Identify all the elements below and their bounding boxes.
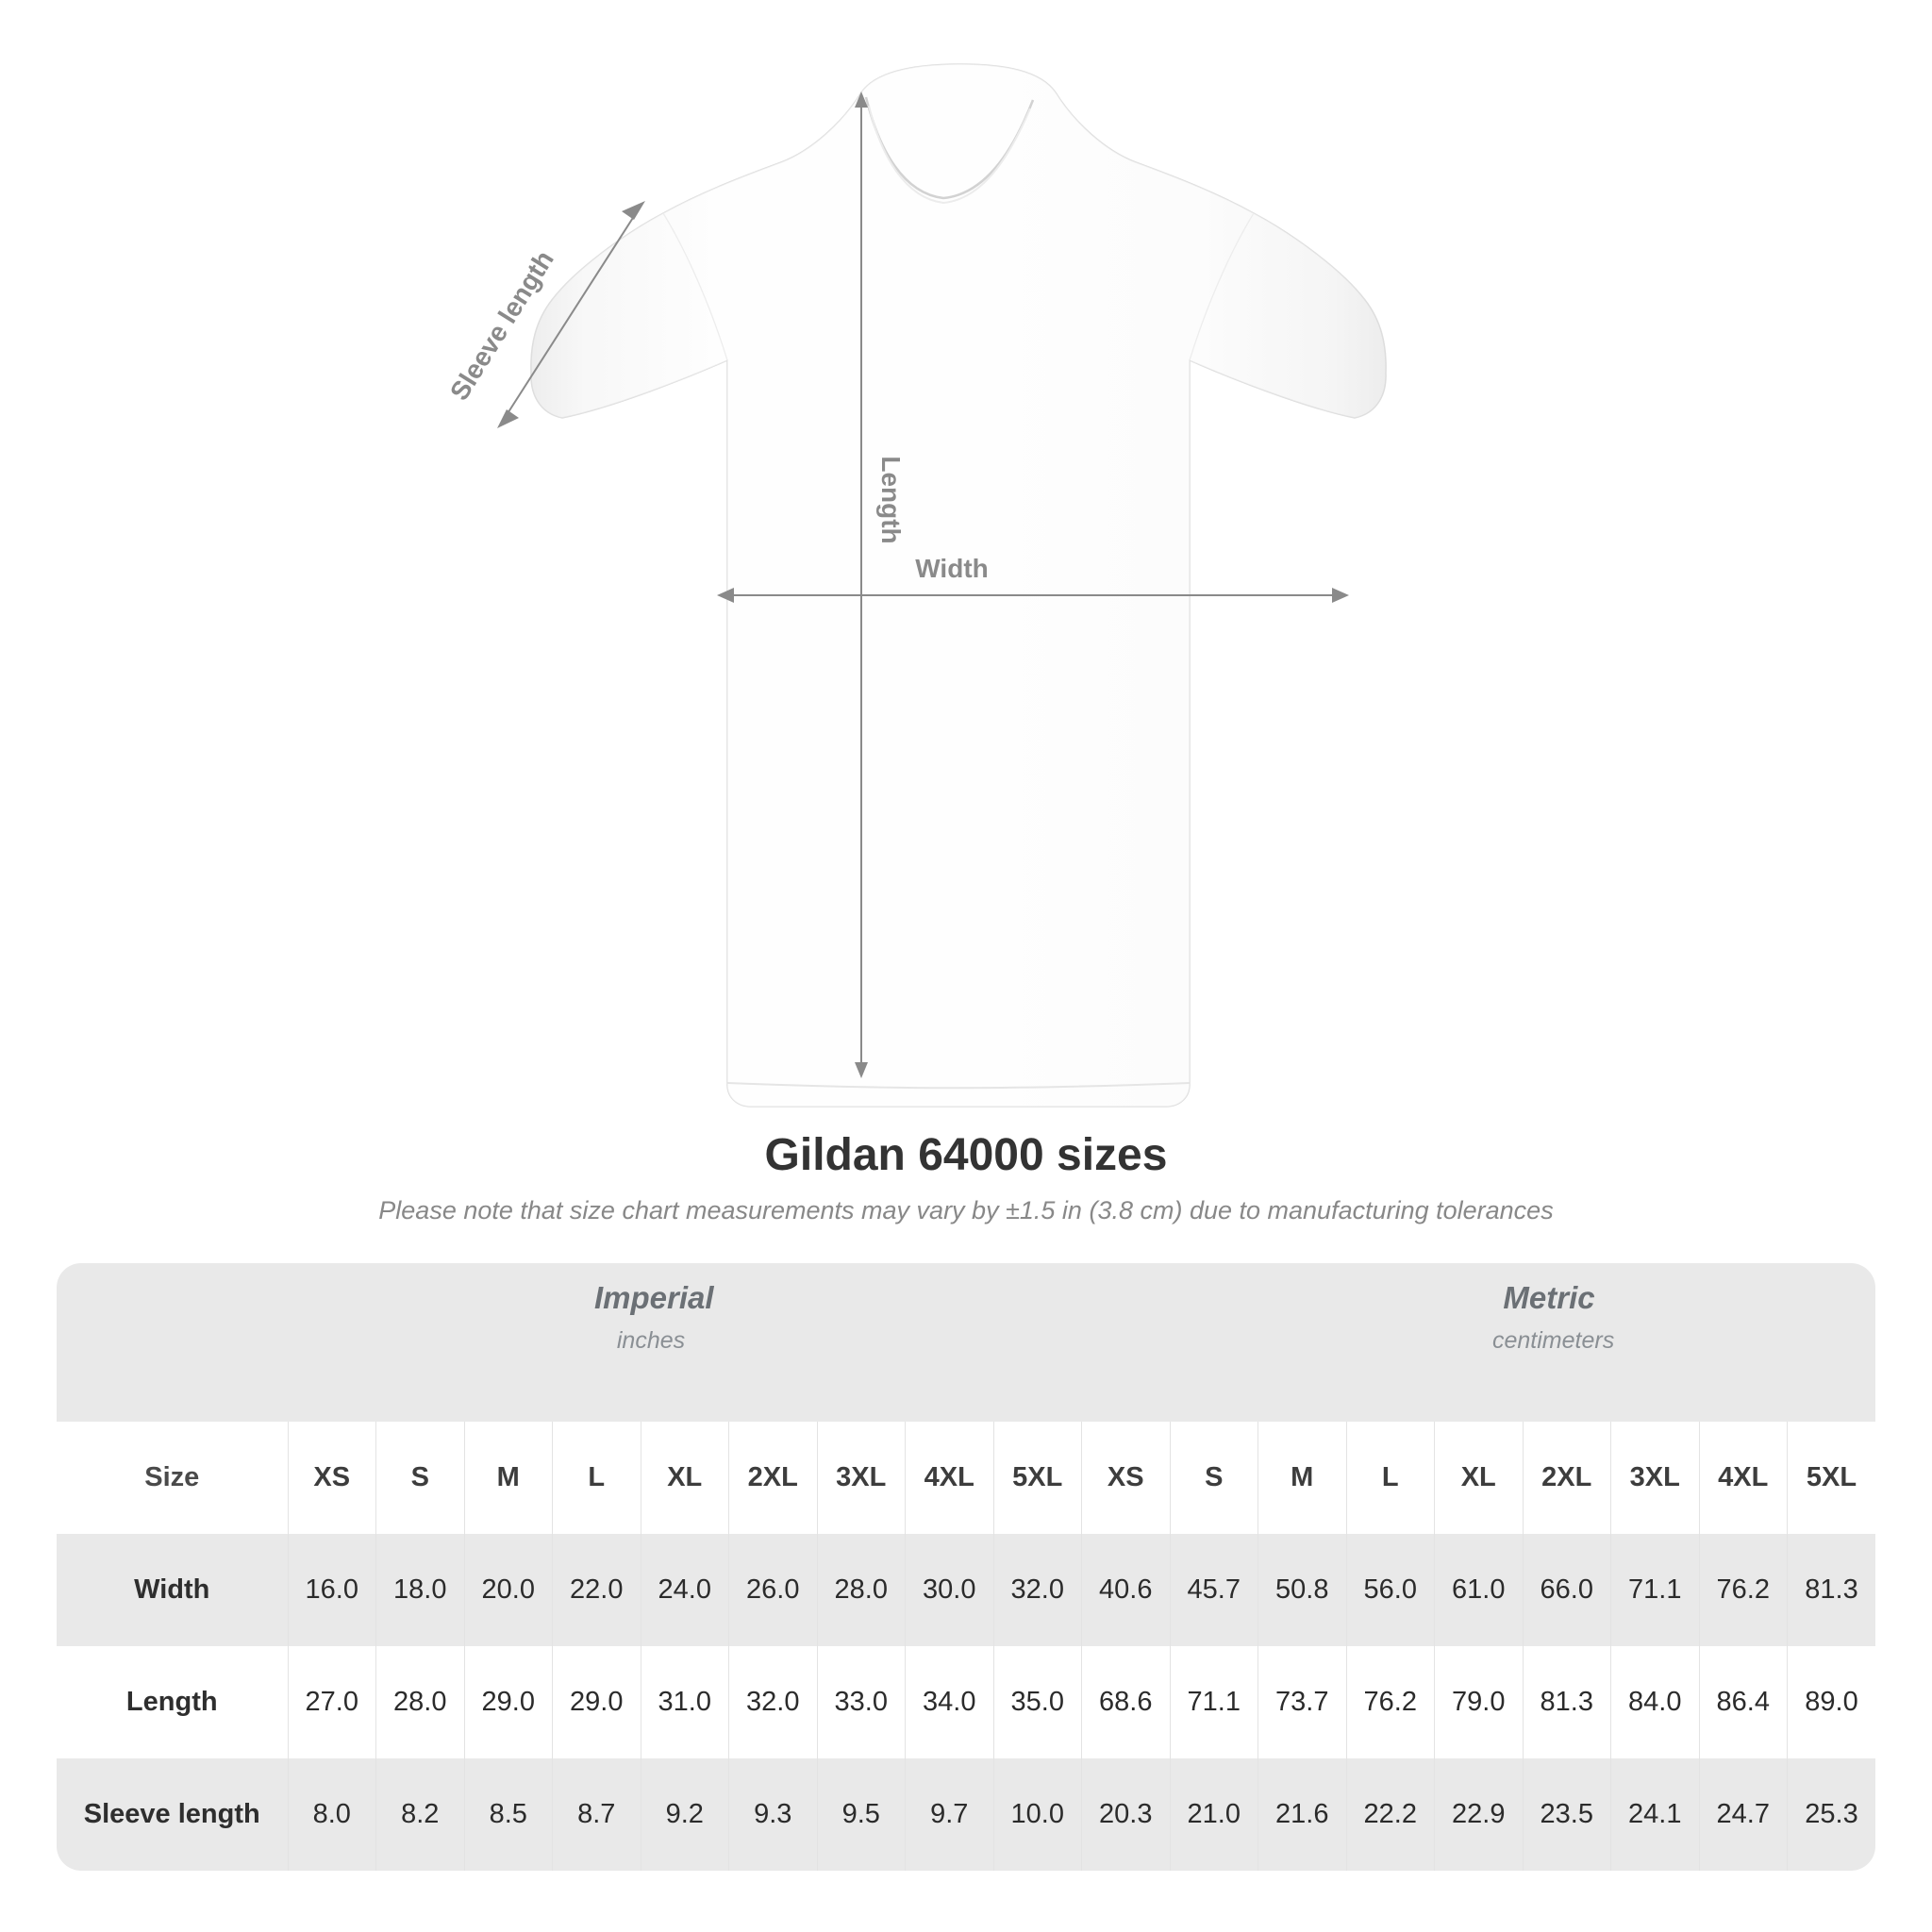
svg-text:Width: Width — [915, 554, 989, 583]
svg-text:Length: Length — [876, 456, 906, 543]
